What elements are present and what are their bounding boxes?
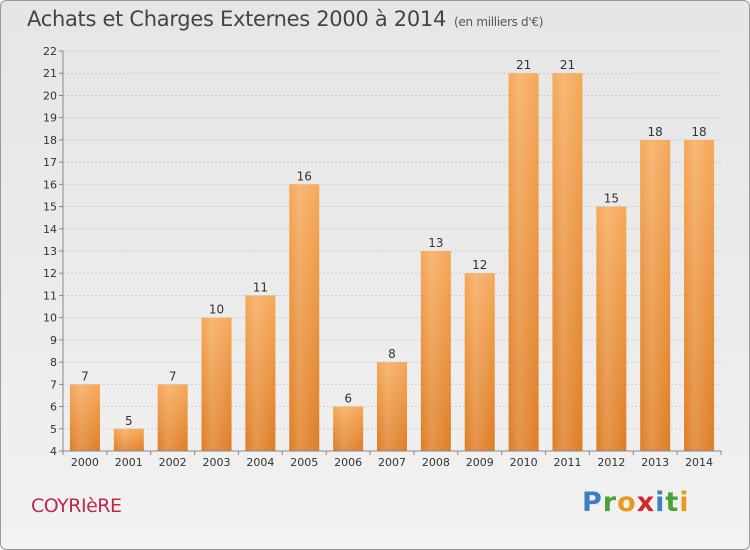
x-tick-label: 2002 (159, 456, 187, 469)
y-tick-label: 22 (43, 45, 57, 58)
y-tick-label: 11 (43, 289, 57, 302)
x-tick-label: 2004 (246, 456, 274, 469)
y-tick-label: 14 (43, 223, 57, 236)
y-tick-label: 21 (43, 67, 57, 80)
data-label: 18 (648, 125, 663, 139)
data-label: 12 (472, 258, 487, 272)
y-tick-label: 19 (43, 112, 57, 125)
commune-name: COYRIèRE (31, 495, 122, 517)
data-label: 21 (516, 58, 531, 72)
bar-highlight (684, 139, 715, 451)
data-label: 11 (253, 280, 268, 294)
data-label: 7 (81, 369, 89, 383)
y-tick-label: 20 (43, 89, 57, 102)
bar-highlight (245, 295, 276, 451)
logo-letter: t (665, 487, 680, 518)
chart-title: Achats et Charges Externes 2000 à 2014 (e… (27, 7, 543, 31)
bars (69, 73, 715, 452)
data-label: 18 (691, 125, 706, 139)
bar-highlight (464, 273, 495, 451)
y-tick-label: 15 (43, 201, 57, 214)
axes: 4 5 6 7 8 9 10 11 12 13 14 15 16 17 18 19 20 21 22 2000 2001… (43, 45, 722, 469)
data-label: 8 (388, 347, 396, 361)
x-tick-label: 2005 (290, 456, 318, 469)
bar-chart: 7 5 7 10 11 16 6 8 13 12 21 21 15 18 18 4 5 6 7 8 9 10 11 12 13… (43, 45, 722, 469)
logo-letter: r (602, 487, 618, 518)
bar-highlight (69, 384, 100, 451)
y-tick-label: 12 (43, 267, 57, 280)
x-tick-label: 2009 (466, 456, 494, 469)
bar-highlight (420, 251, 451, 451)
proxiti-logo: Proxiti (582, 487, 690, 518)
y-tick-label: 13 (43, 245, 57, 258)
y-tick-label: 7 (50, 378, 57, 391)
logo-letter: x (636, 487, 656, 518)
y-tick-label: 17 (43, 156, 57, 169)
bar-highlight (552, 73, 583, 451)
bar-highlight (113, 428, 144, 451)
x-tick-label: 2013 (641, 456, 669, 469)
chart-subtitle: (en milliers d'€) (454, 15, 544, 29)
data-label: 21 (560, 58, 575, 72)
bar-highlight (508, 73, 539, 451)
chart-title-text: Achats et Charges Externes 2000 à 2014 (27, 7, 447, 31)
x-tick-label: 2006 (334, 456, 362, 469)
data-label: 16 (297, 169, 312, 183)
logo-letter: i (655, 487, 666, 518)
y-tick-label: 8 (50, 356, 57, 369)
logo-letter: i (679, 487, 690, 518)
y-tick-label: 10 (43, 312, 57, 325)
data-label: 13 (428, 236, 443, 250)
data-labels: 7 5 7 10 11 16 6 8 13 12 21 21 15 18 18 (81, 58, 707, 428)
y-tick-label: 6 (50, 401, 57, 414)
logo-letter: o (617, 487, 637, 518)
x-tick-label: 2007 (378, 456, 406, 469)
y-tick-label: 18 (43, 134, 57, 147)
data-label: 15 (604, 192, 619, 206)
data-label: 5 (125, 414, 133, 428)
data-label: 6 (344, 392, 352, 406)
bar-highlight (333, 406, 364, 451)
data-label: 7 (169, 369, 177, 383)
y-tick-label: 4 (50, 445, 57, 458)
x-tick-label: 2000 (71, 456, 99, 469)
bar-highlight (596, 206, 627, 451)
x-tick-label: 2012 (597, 456, 625, 469)
bar-highlight (289, 184, 320, 452)
y-tick-label: 16 (43, 178, 57, 191)
x-tick-label: 2011 (553, 456, 581, 469)
x-tick-label: 2010 (510, 456, 538, 469)
bar-highlight (201, 317, 232, 451)
x-tick-label: 2003 (203, 456, 231, 469)
data-label: 10 (209, 303, 224, 317)
logo-letter: P (582, 487, 603, 518)
bar-highlight (157, 384, 188, 451)
x-tick-label: 2008 (422, 456, 450, 469)
x-tick-label: 2014 (685, 456, 713, 469)
y-tick-label: 5 (50, 423, 57, 436)
bar-highlight (640, 139, 671, 451)
bar-highlight (377, 362, 407, 451)
x-tick-label: 2001 (115, 456, 143, 469)
y-tick-label: 9 (50, 334, 57, 347)
